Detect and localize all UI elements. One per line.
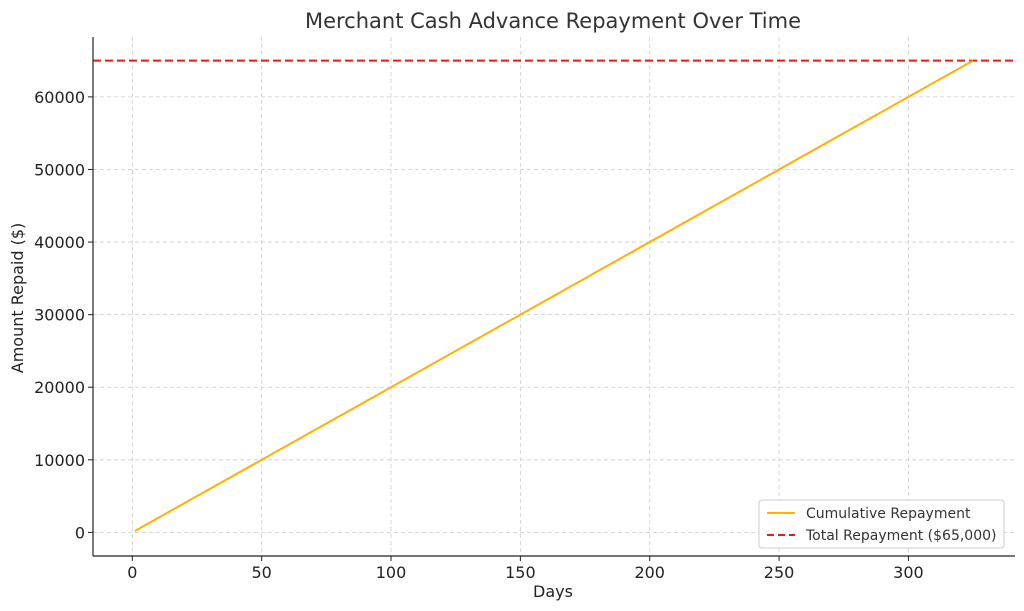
y-tick-label: 20000: [34, 378, 85, 397]
y-tick-label: 30000: [34, 306, 85, 325]
x-tick-label: 100: [376, 563, 407, 582]
y-tick-label: 0: [75, 523, 85, 542]
data-layer: [93, 59, 1015, 532]
legend: Cumulative Repayment Total Repayment ($65…: [758, 499, 1005, 549]
y-tick-label: 50000: [34, 160, 85, 179]
ticks: 0 50 100 150 200 250 300 0 10000 20000 30000 40000 5…: [34, 88, 924, 582]
y-axis-label: Amount Repaid ($): [8, 223, 27, 374]
x-tick-label: 300: [893, 563, 924, 582]
x-tick-label: 0: [127, 563, 137, 582]
legend-box: [758, 499, 1005, 549]
series-line-cumulative-repayment: [134, 59, 974, 532]
x-axis-label: Days: [533, 582, 573, 601]
x-tick-label: 50: [251, 563, 271, 582]
legend-label-cumulative-repayment: Cumulative Repayment: [806, 506, 971, 522]
y-tick-label: 60000: [34, 88, 85, 107]
x-tick-label: 200: [634, 563, 665, 582]
y-tick-label: 10000: [34, 451, 85, 470]
chart-title: Merchant Cash Advance Repayment Over Tim…: [305, 9, 801, 33]
grid-lines: [93, 37, 1015, 556]
y-tick-label: 40000: [34, 233, 85, 252]
x-tick-label: 250: [764, 563, 795, 582]
axes: [92, 37, 1015, 557]
legend-label-total-repayment: Total Repayment ($65,000): [805, 528, 997, 544]
x-tick-label: 150: [505, 563, 536, 582]
